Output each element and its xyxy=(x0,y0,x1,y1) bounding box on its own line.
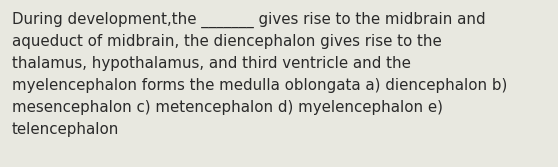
Text: myelencephalon forms the medulla oblongata a) diencephalon b): myelencephalon forms the medulla oblonga… xyxy=(12,78,507,93)
Text: aqueduct of midbrain, the diencephalon gives rise to the: aqueduct of midbrain, the diencephalon g… xyxy=(12,34,442,49)
Text: mesencephalon c) metencephalon d) myelencephalon e): mesencephalon c) metencephalon d) myelen… xyxy=(12,100,443,115)
Text: telencephalon: telencephalon xyxy=(12,122,119,137)
Text: During development,the _______ gives rise to the midbrain and: During development,the _______ gives ris… xyxy=(12,12,485,28)
Text: thalamus, hypothalamus, and third ventricle and the: thalamus, hypothalamus, and third ventri… xyxy=(12,56,411,71)
